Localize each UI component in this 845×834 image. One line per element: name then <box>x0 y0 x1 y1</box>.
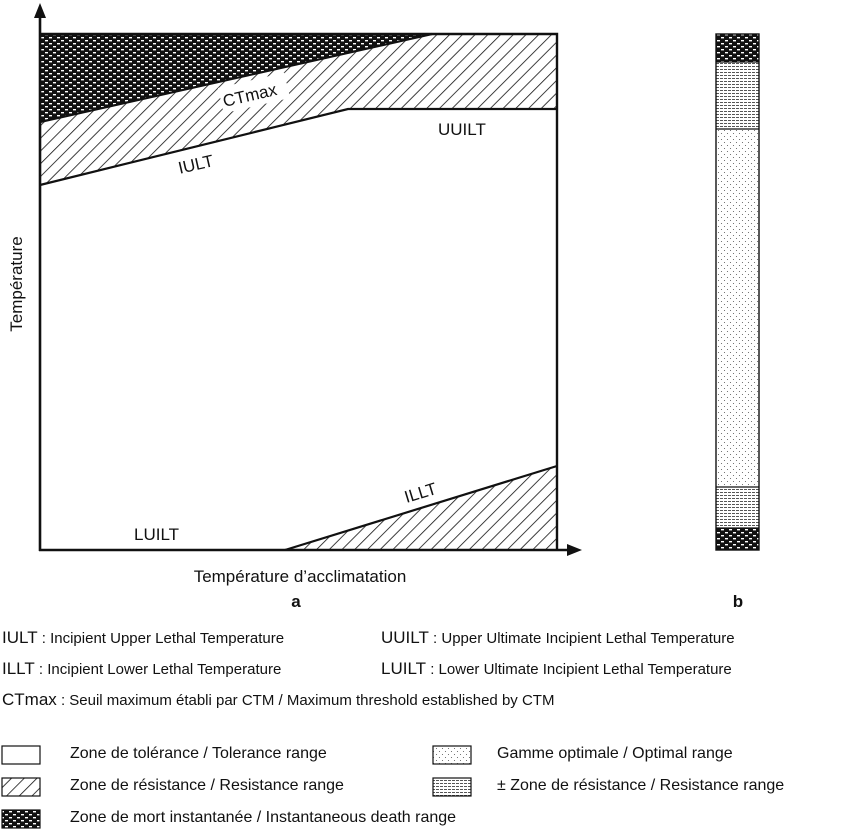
abbrev-key: CTmax <box>2 690 57 709</box>
bar-outline <box>715 33 760 551</box>
abbrev-iult: IULT : Incipient Upper Lethal Temperatur… <box>2 628 284 648</box>
bar-bottom-death-zone <box>716 528 759 550</box>
ctmax-label-bg <box>217 72 291 114</box>
abbrev-text: : Upper Ultimate Incipient Lethal Temper… <box>428 630 735 647</box>
frame <box>40 32 559 550</box>
illt-label: ILLT <box>402 479 439 507</box>
abbrev-ctmax: CTmax : Seuil maximum établi par CTM / M… <box>2 690 554 710</box>
y-axis-title: Température <box>7 236 26 331</box>
legend-resistance-label: Zone de résistance / Resistance range <box>70 777 344 794</box>
panel-b-label: b <box>733 592 743 611</box>
upper-resistance-zone-region <box>40 34 557 185</box>
illt-line <box>284 464 558 552</box>
abbrev-key: ILLT <box>2 659 35 678</box>
panel-b-bar: b <box>715 33 760 611</box>
ctmax-line <box>39 32 433 124</box>
abbrev-text: : Lower Ultimate Incipient Lethal Temper… <box>426 661 732 678</box>
abbrev-key: LUILT <box>381 659 427 678</box>
x-axis-arrow <box>567 544 582 556</box>
swatch-resistance <box>1 777 41 797</box>
swatch-tolerance <box>1 745 41 765</box>
x-axis-title: Température d’acclimatation <box>194 567 407 586</box>
abbrev-luilt: LUILT : Lower Ultimate Incipient Lethal … <box>381 659 732 679</box>
legend-tolerance-label: Zone de tolérance / Tolerance range <box>70 745 327 762</box>
bar-top-resistance-zone <box>716 62 759 129</box>
luilt-label: LUILT <box>134 525 179 544</box>
swatch-death <box>1 809 41 829</box>
panel-a-label: a <box>291 592 301 611</box>
panel-a-diagram: CTmax UUILT IULT ILLT LUILT Température … <box>7 3 582 611</box>
abbrev-text: : Incipient Upper Lethal Temperature <box>37 630 285 647</box>
iult-uuilt-line <box>39 107 557 187</box>
abbrev-uuilt: UUILT : Upper Ultimate Incipient Lethal … <box>381 628 735 648</box>
y-axis-arrow <box>34 3 46 18</box>
legend-optimal-label: Gamme optimale / Optimal range <box>497 745 733 762</box>
abbrev-text: : Incipient Lower Lethal Temperature <box>34 661 282 678</box>
bar-top-death-zone <box>716 34 759 62</box>
legend-partial-resistance-label: ± Zone de résistance / Resistance range <box>497 777 785 794</box>
abbrev-key: IULT <box>2 628 38 647</box>
bar-bottom-resistance-zone <box>716 487 759 528</box>
bar-optimal-range <box>716 129 759 487</box>
iult-label: IULT <box>176 151 215 178</box>
legend-swatches <box>1 745 472 829</box>
abbrev-text: : Seuil maximum établi par CTM / Maximum… <box>56 692 555 709</box>
legend-death-label: Zone de mort instantanée / Instantaneous… <box>70 809 457 826</box>
abbrev-key: UUILT <box>381 628 429 647</box>
swatch-optimal <box>432 745 472 765</box>
uuilt-label: UUILT <box>438 120 486 139</box>
abbrev-illt: ILLT : Incipient Lower Lethal Temperatur… <box>2 659 281 679</box>
swatch-partial-resistance <box>432 777 472 797</box>
